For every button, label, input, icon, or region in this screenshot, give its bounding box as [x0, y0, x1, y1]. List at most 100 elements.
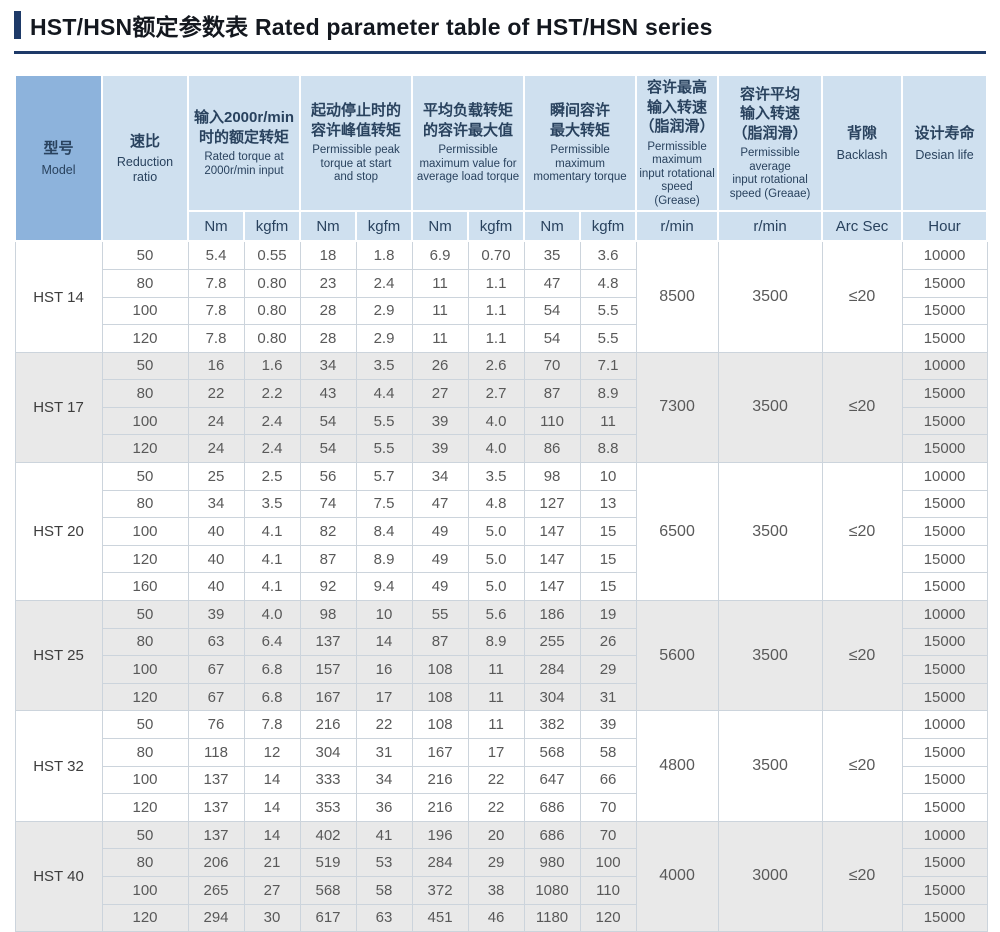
data-cell: 118: [187, 738, 245, 767]
table-row: HST 14 50 5.4 0.55 18 1.8 6.9 0.70 35 3.6 8500 3500…: [14, 240, 988, 353]
data-cell: 216: [411, 765, 469, 795]
data-cell: 6.8: [243, 682, 301, 712]
data-cell: 5.5: [355, 406, 413, 436]
table-row: 100 137 14 333 34 216 22 647 66 15000: [15, 765, 988, 795]
model-cell: HST 14: [14, 240, 103, 353]
data-cell: 4.4: [355, 379, 413, 408]
data-cell: 24: [187, 406, 245, 436]
data-cell: 5.5: [579, 324, 637, 353]
life-cell: 15000: [901, 903, 988, 932]
data-cell: 617: [299, 903, 357, 932]
header-backlash-en: Backlash: [836, 147, 888, 162]
data-cell: 58: [355, 875, 413, 905]
ratio-cell: 100: [101, 517, 189, 546]
data-cell: 167: [411, 738, 469, 767]
data-cell: 137: [187, 820, 245, 850]
data-cell: 54: [299, 406, 357, 436]
table-row: 120 67 6.8 167 17 108 11 304 31 15000: [15, 682, 988, 712]
data-cell: 39: [411, 434, 469, 464]
header-avg-input-speed-en: Permissible average input rotational spe…: [729, 147, 811, 200]
data-cell: 206: [187, 848, 245, 877]
ratio-cell: 50: [101, 600, 189, 629]
model-cell: HST 25: [14, 600, 103, 712]
life-cell: 15000: [901, 434, 988, 464]
header-peak-torque: 起动停止时的 容许峰值转矩 Permissible peak torque at…: [299, 73, 414, 213]
data-cell: 43: [299, 379, 357, 408]
life-cell: 15000: [901, 765, 988, 795]
data-cell: 82: [299, 517, 357, 546]
data-cell: 24: [187, 434, 245, 464]
ratio-cell: 50: [101, 240, 189, 270]
unit-nm-2: Nm: [299, 210, 358, 243]
data-cell: 1080: [523, 875, 581, 905]
unit-nm-4: Nm: [523, 210, 582, 243]
data-cell: 34: [411, 462, 469, 491]
unit-kgfm-4: kgfm: [579, 210, 638, 243]
unit-nm-3: Nm: [411, 210, 470, 243]
speed-avg-cell: 3000: [717, 820, 823, 932]
table-row: 80 118 12 304 31 167 17 568 58 15000: [15, 738, 988, 767]
ratio-cell: 160: [101, 572, 189, 602]
data-cell: 17: [467, 738, 525, 767]
data-cell: 49: [411, 517, 469, 546]
page-title: HST/HSN额定参数表 Rated parameter table of HS…: [30, 14, 713, 40]
data-cell: 98: [523, 462, 581, 491]
speed-avg-cell: 3500: [717, 462, 823, 602]
data-cell: 47: [411, 489, 469, 519]
table-row: 120 137 14 353 36 216 22 686 70 15000: [15, 793, 988, 822]
data-cell: 4.8: [467, 489, 525, 519]
ratio-cell: 100: [101, 296, 189, 326]
data-cell: 2.6: [467, 351, 525, 381]
data-cell: 284: [411, 848, 469, 877]
ratio-cell: 120: [101, 682, 189, 712]
data-cell: 56: [299, 462, 357, 491]
header-backlash-zh: 背隙: [847, 125, 878, 143]
data-cell: 6.4: [243, 627, 301, 657]
ratio-cell: 120: [101, 544, 189, 574]
data-cell: 26: [411, 351, 469, 381]
unit-kgfm-1: kgfm: [242, 210, 302, 243]
data-cell: 11: [467, 655, 525, 684]
speed-max-cell: 6500: [635, 462, 719, 602]
unit-nm-1: Nm: [187, 210, 245, 243]
header-design-life-zh: 设计寿命: [914, 125, 975, 143]
data-cell: 13: [579, 489, 637, 519]
data-cell: 186: [523, 600, 581, 629]
data-cell: 382: [523, 710, 581, 739]
data-cell: 147: [523, 572, 581, 602]
model-cell: HST 17: [14, 351, 103, 464]
speed-avg-cell: 3500: [717, 600, 823, 712]
data-cell: 4.1: [243, 572, 301, 602]
life-cell: 10000: [901, 462, 988, 491]
title-accent-bar: [14, 11, 21, 39]
ratio-cell: 120: [101, 903, 189, 932]
data-cell: 22: [187, 379, 245, 408]
data-cell: 1.1: [467, 296, 525, 326]
data-cell: 7.8: [187, 296, 245, 326]
data-cell: 216: [299, 710, 357, 739]
data-cell: 2.7: [467, 379, 525, 408]
data-cell: 63: [355, 903, 413, 932]
data-cell: 14: [243, 820, 301, 850]
data-cell: 12: [243, 738, 301, 767]
speed-avg-cell: 3500: [717, 351, 823, 464]
data-cell: 28: [299, 324, 357, 353]
header-avg-load-torque-en: Permissible maximum value for average lo…: [416, 144, 520, 184]
data-cell: 76: [187, 710, 245, 739]
data-cell: 29: [579, 655, 637, 684]
data-cell: 9.4: [355, 572, 413, 602]
data-cell: 66: [579, 765, 637, 795]
unit-kgfm-3: kgfm: [467, 210, 526, 243]
ratio-cell: 80: [101, 848, 189, 877]
data-cell: 34: [299, 351, 357, 381]
life-cell: 15000: [901, 489, 988, 519]
data-cell: 4.0: [243, 600, 301, 629]
data-cell: 14: [355, 627, 413, 657]
data-cell: 92: [299, 572, 357, 602]
table-row: 100 7.8 0.80 28 2.9 11 1.1 54 5.5 15000: [15, 296, 988, 326]
header-ratio-en: Reduction ratio: [116, 155, 174, 184]
data-cell: 137: [187, 793, 245, 822]
data-cell: 22: [467, 765, 525, 795]
data-cell: 3.5: [355, 351, 413, 381]
